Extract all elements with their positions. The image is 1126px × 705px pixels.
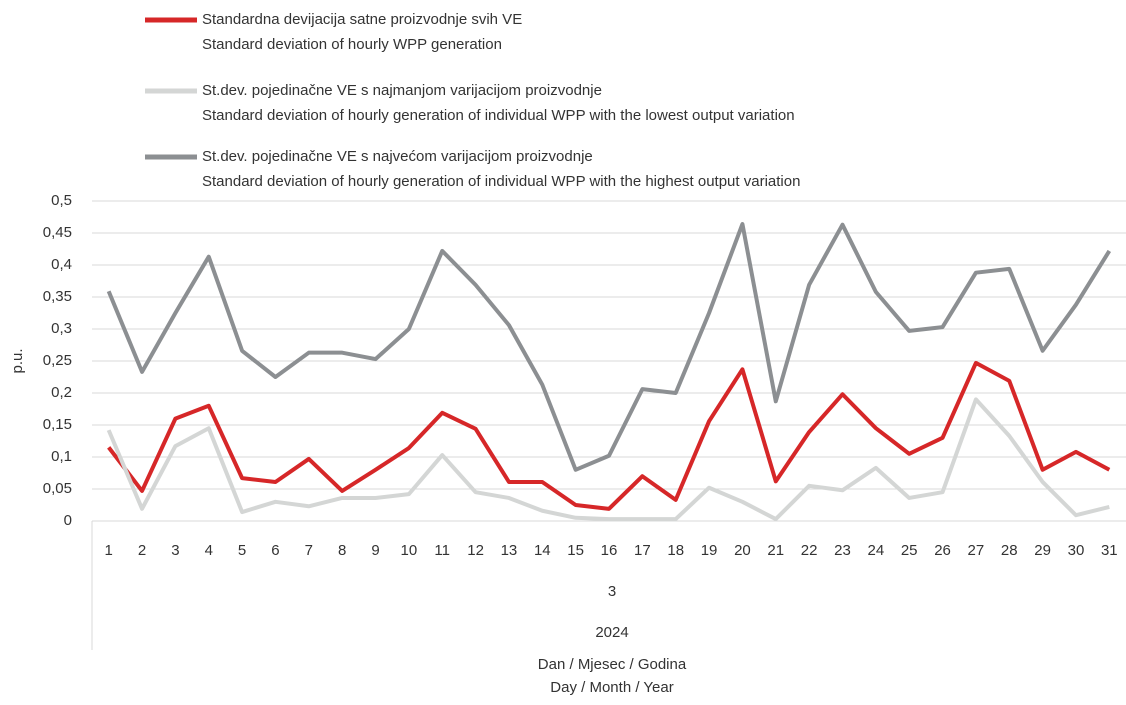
legend-label: St.dev. pojedinačne VE s najmanjom varij… <box>202 82 602 99</box>
x-tick-label: 9 <box>371 542 379 559</box>
x-tick-label: 22 <box>801 542 818 559</box>
y-tick-label: 0,35 <box>43 288 72 305</box>
x-tick-label: 14 <box>534 542 551 559</box>
x-tick-label: 20 <box>734 542 751 559</box>
x-tick-label: 8 <box>338 542 346 559</box>
x-tick-label: 23 <box>834 542 851 559</box>
legend-label: Standardna devijacija satne proizvodnje … <box>202 11 522 28</box>
x-tick-label: 25 <box>901 542 918 559</box>
y-tick-label: 0,5 <box>51 192 72 209</box>
x-tick-label: 10 <box>401 542 418 559</box>
y-tick-label: 0,2 <box>51 384 72 401</box>
x-tick-label: 3 <box>171 542 179 559</box>
x-tick-label: 28 <box>1001 542 1018 559</box>
x-tick-label: 12 <box>467 542 484 559</box>
legend-label: Standard deviation of hourly generation … <box>202 107 795 124</box>
x-tick-label: 11 <box>434 542 450 559</box>
x-tick-label: 13 <box>501 542 518 559</box>
x-tick-label: 1 <box>105 542 113 559</box>
x-tick-label: 29 <box>1034 542 1051 559</box>
y-tick-label: 0,45 <box>43 224 72 241</box>
x-tick-label: 4 <box>205 542 213 559</box>
y-tick-label: 0,1 <box>51 448 72 465</box>
x-tick-label: 2 <box>138 542 146 559</box>
x-tick-label: 26 <box>934 542 951 559</box>
x-tick-label: 31 <box>1101 542 1118 559</box>
x-tick-label: 17 <box>634 542 651 559</box>
month-label: 3 <box>608 583 616 600</box>
series-line <box>107 360 1111 511</box>
x-tick-label: 27 <box>968 542 985 559</box>
series-line <box>106 222 1112 472</box>
x-tick-label: 18 <box>667 542 684 559</box>
x-tick-label: 5 <box>238 542 246 559</box>
y-tick-label: 0,15 <box>43 416 72 433</box>
x-tick-label: 6 <box>271 542 279 559</box>
legend-label: Standard deviation of hourly WPP generat… <box>202 36 502 53</box>
x-tick-label: 21 <box>767 542 784 559</box>
y-tick-label: 0,25 <box>43 352 72 369</box>
legend-label: St.dev. pojedinačne VE s najvećom varija… <box>202 148 593 165</box>
x-tick-label: 16 <box>601 542 618 559</box>
x-tick-label: 24 <box>867 542 884 559</box>
x-tick-label: 19 <box>701 542 718 559</box>
y-axis-label: p.u. <box>9 348 26 373</box>
x-tick-label: 15 <box>567 542 584 559</box>
x-tick-label: 30 <box>1068 542 1085 559</box>
y-tick-label: 0,3 <box>51 320 72 337</box>
legend-label: Standard deviation of hourly generation … <box>202 173 800 190</box>
x-axis-label: Day / Month / Year <box>550 679 673 696</box>
x-tick-label: 7 <box>305 542 313 559</box>
year-label: 2024 <box>595 624 628 641</box>
y-tick-label: 0,05 <box>43 480 72 497</box>
series-line <box>106 397 1110 522</box>
y-tick-label: 0,4 <box>51 256 72 273</box>
y-tick-label: 0 <box>64 512 72 529</box>
x-axis-label: Dan / Mjesec / Godina <box>538 656 687 673</box>
